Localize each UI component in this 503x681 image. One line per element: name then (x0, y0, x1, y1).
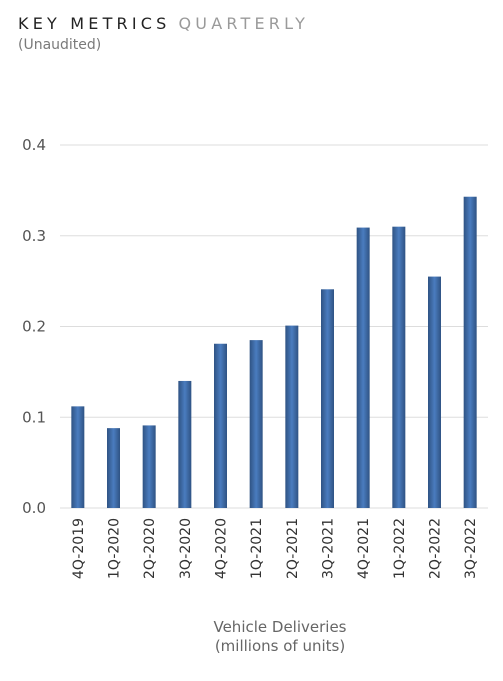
x-tick-label: 4Q-2020 (214, 518, 230, 579)
bar-1Q-2021 (249, 340, 263, 508)
x-tick-label: 3Q-2020 (178, 518, 194, 579)
x-tick-label: 1Q-2021 (249, 518, 265, 579)
bar-3Q-2022 (463, 196, 477, 509)
bar-3Q-2021 (321, 289, 334, 508)
bar-4Q-2019 (71, 406, 85, 508)
y-tick-label: 0.3 (22, 227, 46, 245)
bar-2Q-2021 (285, 325, 299, 508)
y-axis-ticks: 0.0 0.1 0.2 0.3 0.4 (22, 136, 46, 517)
bar-4Q-2021 (356, 227, 370, 508)
y-tick-label: 0.0 (22, 499, 46, 517)
x-tick-label: 4Q-2019 (71, 518, 87, 579)
bar-2Q-2020 (142, 425, 156, 508)
chart-subtitle: (Unaudited) (18, 37, 102, 53)
y-tick-label: 0.2 (22, 318, 46, 336)
gridlines (60, 144, 488, 509)
x-axis-label: Vehicle Deliveries (millions of units) (180, 618, 380, 656)
chart-title-qualifier: QUARTERLY (178, 14, 310, 33)
chart-header: KEY METRICS QUARTERLY (Unaudited) (18, 14, 309, 54)
x-axis-label-line1: Vehicle Deliveries (213, 618, 347, 636)
x-axis-ticks: 4Q-2019 1Q-2020 2Q-2020 3Q-2020 4Q-2020 1Q-20… (71, 518, 479, 579)
y-tick-label: 0.1 (22, 408, 46, 426)
x-tick-label: 2Q-2021 (285, 518, 301, 579)
x-tick-label: 3Q-2021 (321, 518, 337, 579)
chart-title-main: KEY METRICS (18, 14, 171, 33)
bar-4Q-2020 (214, 343, 227, 508)
bar-1Q-2022 (392, 226, 406, 509)
x-tick-label: 1Q-2020 (107, 518, 123, 579)
x-tick-label: 3Q-2022 (463, 518, 479, 579)
x-tick-label: 4Q-2021 (356, 518, 372, 579)
chart-title: KEY METRICS QUARTERLY (18, 14, 309, 34)
y-tick-label: 0.4 (22, 136, 46, 154)
bar-3Q-2020 (178, 380, 192, 508)
x-tick-label: 2Q-2022 (428, 518, 444, 579)
bar-2Q-2022 (428, 276, 441, 508)
x-axis-label-line2: (millions of units) (214, 637, 346, 655)
bar-1Q-2020 (107, 428, 120, 508)
x-tick-label: 2Q-2020 (142, 518, 158, 579)
bars (71, 196, 477, 509)
x-tick-label: 1Q-2022 (392, 518, 408, 579)
